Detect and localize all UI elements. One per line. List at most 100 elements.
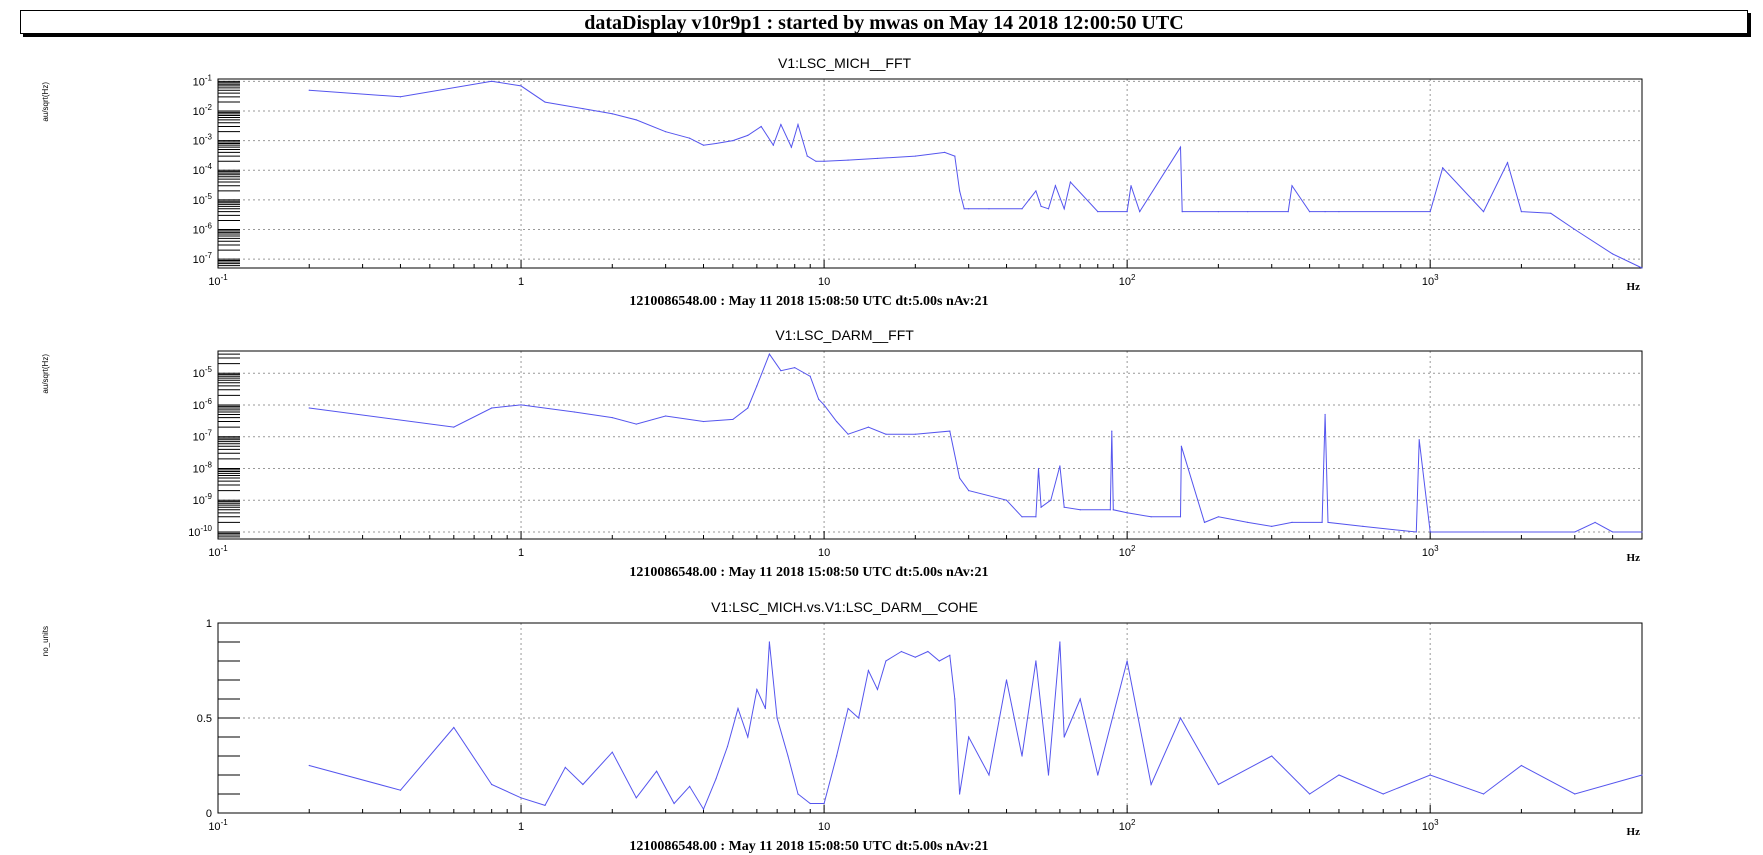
data-point [1079,698,1081,700]
data-point [1047,774,1050,776]
plot-footer: 1210086548.00 : May 11 2018 15:08:50 UTC… [629,839,988,854]
data-point [1429,531,1431,533]
data-point [776,717,778,719]
data-point [847,159,849,161]
data-point [1482,531,1485,533]
y-tick-label: 1 [206,618,212,630]
x-tick-label: 103 [1422,818,1439,833]
data-point [780,123,782,126]
data-point [823,404,825,406]
data-point [806,155,808,157]
y-tick-label: 10-3 [193,133,213,148]
y-tick-label: 10-8 [193,460,213,475]
data-point [1574,228,1576,231]
data-point [823,802,825,805]
data-point [938,660,940,662]
data-point [1291,521,1293,523]
y-tick-label: 10-7 [193,251,213,266]
data-point [914,656,916,658]
data-point [797,793,799,795]
data-point [747,134,749,136]
data-point [665,415,667,417]
data-point [823,160,825,162]
data-point [1005,679,1008,681]
data-point [1035,516,1037,518]
data-point [1520,211,1523,213]
data-point [958,190,961,192]
y-tick-label: 0 [206,808,212,820]
data-point [988,208,990,210]
data-point [1520,764,1523,767]
data-point [1069,181,1072,183]
data-point [1139,211,1141,213]
data-point [900,650,903,653]
data-point [914,433,916,435]
data-point [787,755,789,757]
data-point [968,208,970,210]
data-point [726,745,729,748]
data-point [1574,793,1576,795]
data-point [1324,211,1326,213]
y-tick-label: 10-7 [193,429,213,444]
data-point [453,426,455,428]
data-point [715,142,717,145]
data-point [797,123,799,126]
data-point [1429,211,1431,213]
data-point [1035,660,1037,662]
data-point [308,89,310,91]
x-axis-label: Hz [1627,552,1641,564]
x-axis-label: Hz [1627,281,1641,293]
y-tick-label: 10-6 [193,221,213,236]
plot-1: V1:LSC_MICH__FFT au/sqrt(Hz) 10-1 10-2 10-3 1… [41,55,1643,309]
x-tick-label: 103 [1422,544,1439,559]
data-point [1181,211,1183,213]
data-point [1126,660,1128,662]
data-point [573,411,576,413]
data-point [1130,185,1132,187]
data-point [1321,521,1323,523]
data-point [689,785,691,788]
data-point [520,404,522,406]
data-point [988,774,990,776]
series-line [309,353,1642,533]
y-tick-label: 10-10 [188,524,212,539]
data-point [818,398,820,400]
y-tick-label: 10-5 [193,365,213,380]
x-tick-label: 10-1 [208,273,228,288]
data-point [715,778,717,780]
data-point [1271,525,1273,527]
data-point [867,426,869,428]
data-point [1217,211,1219,213]
data-point [756,385,758,387]
data-point [1308,793,1311,795]
data-point [1054,185,1057,187]
data-point [1362,525,1364,527]
data-point [702,808,705,810]
data-point [737,707,739,710]
series-line [309,641,1643,811]
x-tick-label: 10-1 [208,818,228,833]
data-point [1040,205,1042,208]
data-point [958,793,961,795]
data-point [1150,783,1152,786]
data-point [1005,499,1008,501]
data-point [954,155,956,157]
data-point [655,770,658,772]
data-point [1037,467,1040,470]
y-tick-label: 10-1 [193,73,213,88]
data-point [1059,641,1061,643]
data-point [968,736,970,738]
data-point [794,367,796,369]
data-point [1612,531,1614,533]
data-point [491,407,493,409]
data-point [1040,506,1042,508]
data-point [1059,465,1061,467]
data-point [1021,755,1023,757]
data-point [1021,208,1023,210]
y-tick-label: 10-5 [193,192,213,207]
data-point [1126,211,1128,213]
data-point [1112,509,1114,511]
x-tick-label: 10-1 [208,544,228,559]
data-point [1429,774,1431,776]
x-tick-label: 102 [1119,544,1136,559]
